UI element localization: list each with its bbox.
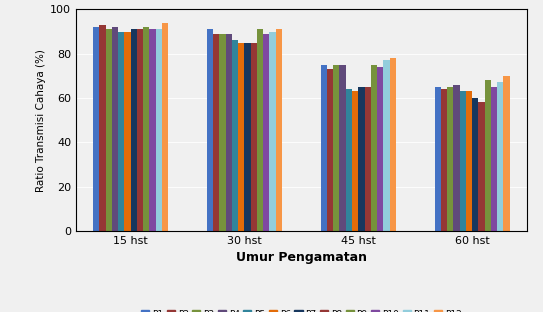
Bar — [269, 32, 276, 231]
Bar — [276, 29, 282, 231]
Bar — [478, 102, 484, 231]
Bar — [131, 29, 137, 231]
Bar — [491, 87, 497, 231]
Bar — [327, 69, 333, 231]
Bar — [453, 85, 459, 231]
Bar — [257, 29, 263, 231]
Bar — [358, 87, 364, 231]
Bar — [441, 89, 447, 231]
Bar — [466, 91, 472, 231]
Bar — [389, 58, 396, 231]
X-axis label: Umur Pengamatan: Umur Pengamatan — [236, 251, 367, 264]
Bar — [352, 91, 358, 231]
Bar — [251, 43, 257, 231]
Bar — [472, 98, 478, 231]
Bar — [162, 23, 168, 231]
Bar — [156, 29, 162, 231]
Bar — [364, 87, 371, 231]
Bar — [124, 32, 131, 231]
Bar — [503, 76, 510, 231]
Bar — [321, 65, 327, 231]
Bar — [263, 34, 269, 231]
Bar — [118, 32, 124, 231]
Bar — [339, 65, 346, 231]
Bar — [143, 27, 149, 231]
Bar — [383, 60, 389, 231]
Bar — [232, 40, 238, 231]
Bar — [105, 29, 112, 231]
Bar — [219, 34, 226, 231]
Bar — [112, 27, 118, 231]
Bar — [447, 87, 453, 231]
Bar — [149, 29, 156, 231]
Bar — [238, 43, 244, 231]
Bar — [137, 29, 143, 231]
Legend: P1, P2, P3, P4, P5, P6, P7, P8, P9, P10, P11, P12: P1, P2, P3, P4, P5, P6, P7, P8, P9, P10,… — [138, 306, 465, 312]
Bar — [213, 34, 219, 231]
Bar — [346, 89, 352, 231]
Bar — [226, 34, 232, 231]
Bar — [497, 82, 503, 231]
Bar — [459, 91, 466, 231]
Bar — [99, 25, 105, 231]
Y-axis label: Ratio Transmisi Cahaya (%): Ratio Transmisi Cahaya (%) — [36, 49, 46, 192]
Bar — [93, 27, 99, 231]
Bar — [371, 65, 377, 231]
Bar — [207, 29, 213, 231]
Bar — [244, 43, 251, 231]
Bar — [484, 80, 491, 231]
Bar — [434, 87, 441, 231]
Bar — [377, 67, 383, 231]
Bar — [333, 65, 339, 231]
